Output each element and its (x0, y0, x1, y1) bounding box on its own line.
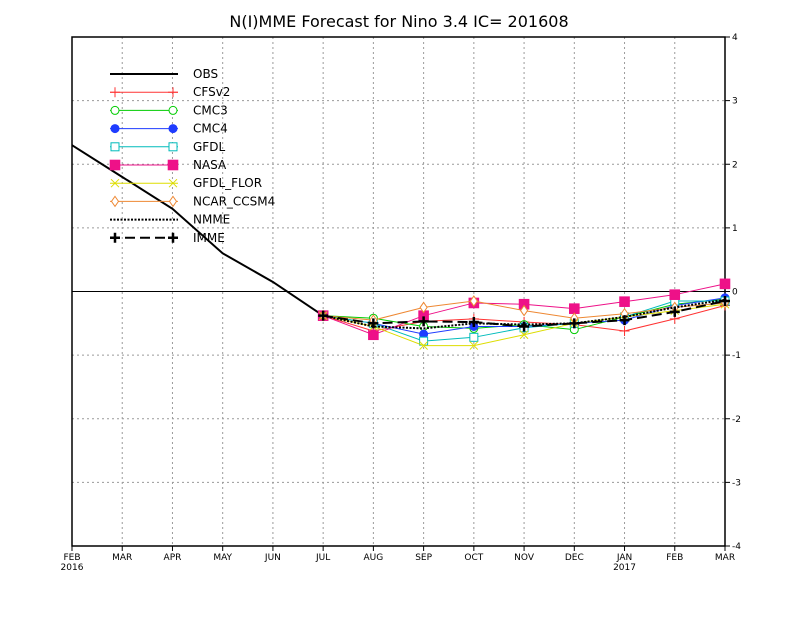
y-tick-label: 1 (732, 224, 738, 234)
legend-marker-cmc4 (168, 124, 178, 134)
legend-marker-imme (168, 232, 178, 243)
legend-marker-cmc4 (110, 124, 120, 134)
legend-marker-ncar-ccsm4 (110, 195, 120, 208)
data-point-nasa (719, 278, 731, 290)
data-point-gfdl-flor (469, 341, 479, 350)
data-point-imme (720, 296, 730, 307)
legend-marker-gfdl-flor (110, 178, 120, 188)
legend-marker-ncar-ccsm4 (168, 195, 178, 208)
legend-label-gfdl: GFDL (193, 140, 225, 154)
x-tick-year-label: 2016 (61, 563, 84, 573)
x-tick-label: NOV (514, 553, 535, 563)
data-point-gfdl (469, 332, 479, 342)
data-point-imme (619, 315, 630, 326)
legend-marker-nasa (109, 159, 121, 171)
data-point-gfdl-flor (519, 330, 529, 340)
series-line-obs (71, 144, 324, 317)
y-tick-label: 0 (732, 288, 738, 298)
legend-entry-nasa: NASA (109, 158, 227, 172)
legend-marker-gfdl-flor (168, 178, 178, 188)
x-tick-label: JUL (315, 553, 330, 563)
x-tick-label: SEP (415, 553, 432, 563)
legend-marker-gfdl (168, 142, 178, 152)
legend-label-cmc4: CMC4 (193, 122, 228, 136)
data-point-imme (368, 318, 379, 329)
legend-marker-gfdl (110, 142, 120, 152)
x-tick-label: JUN (264, 553, 281, 563)
legend-label-imme: IMME (193, 231, 225, 245)
data-point-imme (519, 321, 530, 332)
grid (72, 37, 725, 546)
legend-marker-cmc3 (110, 105, 120, 115)
legend-label-gfdl-flor: GFDL_FLOR (193, 176, 262, 190)
y-tick-label: -4 (732, 542, 741, 552)
y-tick-label: 2 (732, 160, 738, 170)
chart-title: N(I)MME Forecast for Nino 3.4 IC= 201608 (229, 12, 568, 31)
legend-marker-cfsv2 (168, 87, 178, 98)
data-point-nasa (669, 289, 681, 300)
legend-entry-nmme: NMME (110, 213, 230, 227)
series-line-nmme (322, 298, 726, 330)
data-point-imme (418, 316, 429, 327)
data-point-gfdl (419, 336, 429, 346)
data-point-imme (468, 317, 479, 328)
x-tick-label: DEC (565, 553, 584, 563)
legend: OBS CFSv2 CMC3 CMC4 GFDL NASA GFDL_FLOR NCAR_CC… (109, 67, 275, 245)
x-tick-label: MAR (715, 553, 735, 563)
data-point-ncar-ccsm4 (519, 304, 529, 317)
legend-entry-obs: OBS (110, 67, 218, 81)
data-point-cfsv2 (619, 325, 630, 336)
x-tick-label: AUG (364, 553, 384, 563)
legend-entry-cmc3: CMC3 (110, 103, 228, 117)
legend-label-nmme: NMME (193, 213, 230, 227)
data-point-imme (669, 306, 680, 317)
legend-label-obs: OBS (193, 67, 218, 81)
y-tick-label: 3 (732, 97, 738, 107)
legend-entry-cfsv2: CFSv2 (110, 85, 230, 99)
x-tick-label: MAR (112, 553, 132, 563)
data-point-imme (569, 318, 580, 329)
series-nmme (322, 298, 726, 330)
y-tick-label: -2 (732, 415, 741, 425)
data-point-gfdl-flor (419, 341, 428, 350)
x-tick-label: OCT (464, 553, 483, 563)
data-point-ncar-ccsm4 (469, 295, 478, 307)
x-tick-label: FEB (666, 553, 683, 563)
data-point-imme (318, 310, 329, 321)
x-tick-label: MAY (213, 553, 232, 563)
y-tick-label: -3 (732, 478, 741, 488)
legend-entry-cmc4: CMC4 (110, 122, 228, 136)
data-point-ncar-ccsm4 (419, 301, 428, 314)
legend-marker-cfsv2 (110, 87, 120, 98)
legend-label-nasa: NASA (193, 158, 227, 172)
legend-label-ncar-ccsm4: NCAR_CCSM4 (193, 194, 275, 208)
y-tick-label: 4 (732, 33, 738, 43)
legend-label-cfsv2: CFSv2 (193, 85, 230, 99)
x-tick-label: FEB (63, 553, 80, 563)
x-tick-label: JAN (616, 553, 632, 563)
legend-marker-nasa (167, 159, 179, 171)
legend-entry-imme: IMME (110, 231, 225, 245)
legend-entry-ncar-ccsm4: NCAR_CCSM4 (110, 194, 275, 208)
data-point-nasa (619, 296, 630, 307)
series-obs (71, 144, 324, 317)
legend-marker-imme (110, 232, 120, 243)
legend-label-cmc3: CMC3 (193, 103, 228, 117)
x-tick-year-label: 2017 (613, 563, 636, 573)
legend-entry-gfdl: GFDL (110, 140, 225, 154)
legend-marker-cmc3 (168, 105, 178, 115)
series-imme (318, 296, 730, 332)
data-point-nasa (569, 303, 580, 314)
plot-series (71, 144, 731, 350)
data-point-nasa (368, 329, 379, 341)
x-tick-label: APR (164, 553, 182, 563)
y-tick-label: -1 (732, 351, 741, 361)
legend-entry-gfdl-flor: GFDL_FLOR (110, 176, 262, 190)
